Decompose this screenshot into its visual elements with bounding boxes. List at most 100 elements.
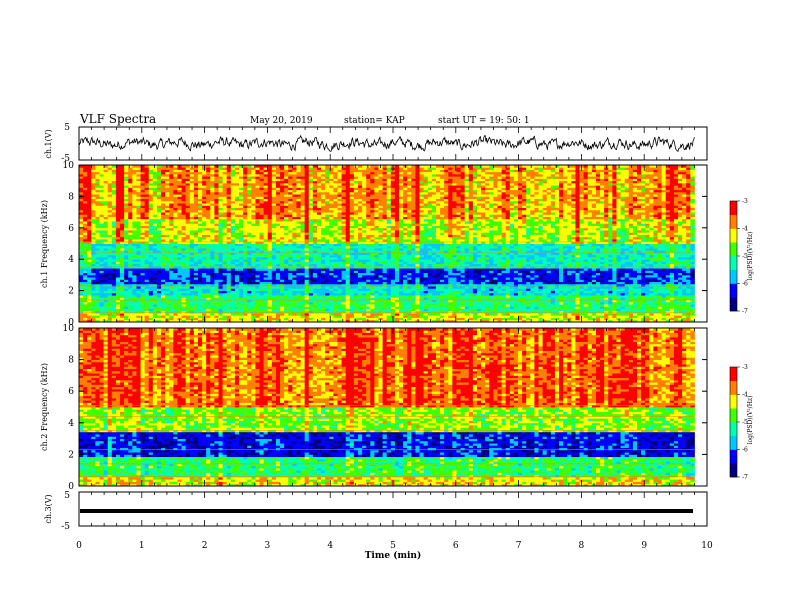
spectrogram-cell <box>206 241 211 244</box>
spectrogram-cell <box>140 306 146 309</box>
spectrogram-cell <box>103 313 109 316</box>
spectrogram-cell <box>148 207 154 211</box>
spectrogram-cell <box>292 194 297 197</box>
spectrogram-cell <box>243 187 248 191</box>
spectrogram-cell <box>181 173 187 177</box>
spectrogram-cell <box>165 299 170 303</box>
spectrogram-cell <box>247 232 252 235</box>
spectrogram-cell <box>161 180 166 184</box>
spectrogram-cell <box>83 277 88 280</box>
spectrogram-cell <box>165 187 170 191</box>
spectrogram-cell <box>218 221 223 224</box>
spectrogram-cell <box>144 203 150 206</box>
spectrogram-cell <box>197 270 203 274</box>
spectrogram-cell <box>132 239 137 242</box>
spectrogram-cell <box>312 169 318 173</box>
spectrogram-cell <box>358 256 363 260</box>
spectrogram-cell <box>316 169 322 173</box>
spectrogram-cell <box>95 198 100 202</box>
spectrogram-cell <box>136 243 141 247</box>
spectrogram-cell <box>300 225 306 229</box>
spectrogram-cell <box>202 171 207 175</box>
spectrogram-cell <box>140 227 146 231</box>
spectrogram-cell <box>91 214 96 217</box>
spectrogram-cell <box>263 313 269 316</box>
spectrogram-cell <box>263 268 269 271</box>
spectrogram-cell <box>103 297 109 300</box>
spectrogram-cell <box>161 281 166 285</box>
spectrogram-cell <box>259 165 265 168</box>
spectrogram-cell <box>226 236 232 240</box>
spectrogram-cell <box>103 209 109 213</box>
spectrogram-cell <box>218 295 223 298</box>
spectrogram-cell <box>128 187 133 191</box>
ch1-spectrogram-image <box>79 165 695 323</box>
spectrogram-cell <box>169 247 174 251</box>
spectrogram-cell <box>148 218 154 222</box>
spectrogram-cell <box>366 263 371 267</box>
spectrogram-cell <box>136 182 141 186</box>
spectrogram-cell <box>255 313 260 316</box>
spectrogram-cell <box>230 281 236 285</box>
spectrogram-cell <box>115 319 121 323</box>
spectrogram-cell <box>83 165 88 168</box>
spectrogram-cell <box>255 223 260 226</box>
spectrogram-cell <box>263 230 269 233</box>
spectrogram-cell <box>99 165 105 168</box>
spectrogram-cell <box>95 176 100 179</box>
spectrogram-cell <box>210 254 215 258</box>
spectrogram-cell <box>325 310 330 314</box>
spectrogram-cell <box>210 310 215 314</box>
spectrogram-cell <box>79 241 84 244</box>
spectrogram-cell <box>197 178 203 182</box>
spectrogram-cell <box>247 283 252 287</box>
spectrogram-cell <box>132 167 137 170</box>
spectrogram-cell <box>202 254 207 258</box>
spectrogram-cell <box>345 178 351 182</box>
spectrogram-cell <box>239 308 244 312</box>
spectrogram-cell <box>267 272 273 276</box>
spectrogram-cell <box>312 247 318 251</box>
spectrogram-cell <box>120 230 125 233</box>
spectrogram-cell <box>243 243 248 247</box>
spectrogram-cell <box>218 245 223 249</box>
spectrogram-cell <box>329 288 334 291</box>
spectrogram-cell <box>280 176 285 179</box>
spectrogram-cell <box>259 239 265 242</box>
spectrogram-cell <box>181 270 187 274</box>
spectrogram-cell <box>120 295 125 298</box>
spectrogram-cell <box>189 247 195 251</box>
spectrogram-cell <box>140 232 146 235</box>
spectrogram-cell <box>197 203 203 206</box>
spectrogram-cell <box>230 218 236 222</box>
spectrogram-cell <box>177 227 182 231</box>
spectrogram-cell <box>321 194 326 197</box>
spectrogram-cell <box>193 223 199 226</box>
spectrogram-cell <box>197 297 203 300</box>
spectrogram-cell <box>111 292 117 296</box>
spectrogram-cell <box>243 310 248 314</box>
spectrogram-cell <box>284 301 289 305</box>
spectrogram-cell <box>259 232 265 235</box>
spectrogram-cell <box>87 180 92 184</box>
spectrogram-cell <box>152 223 158 226</box>
spectrogram-cell <box>333 194 338 197</box>
spectrogram-cell <box>181 225 187 229</box>
spectrogram-cell <box>91 209 96 213</box>
spectrogram-cell <box>243 256 248 260</box>
spectrogram-cell <box>132 194 137 197</box>
spectrogram-cell <box>193 317 199 321</box>
spectrogram-cell <box>193 239 199 242</box>
spectrogram-cell <box>243 319 248 323</box>
spectrogram-cell <box>111 250 117 253</box>
spectrogram-cell <box>239 299 244 303</box>
spectrogram-cell <box>226 304 232 307</box>
spectrogram-cell <box>255 169 260 173</box>
spectrogram-cell <box>239 270 244 274</box>
spectrogram-cell <box>275 279 281 283</box>
spectrogram-cell <box>165 212 170 215</box>
spectrogram-cell <box>173 288 178 291</box>
spectrogram-cell <box>189 216 195 220</box>
spectrogram-cell <box>83 180 88 184</box>
spectrogram-cell <box>304 178 310 182</box>
